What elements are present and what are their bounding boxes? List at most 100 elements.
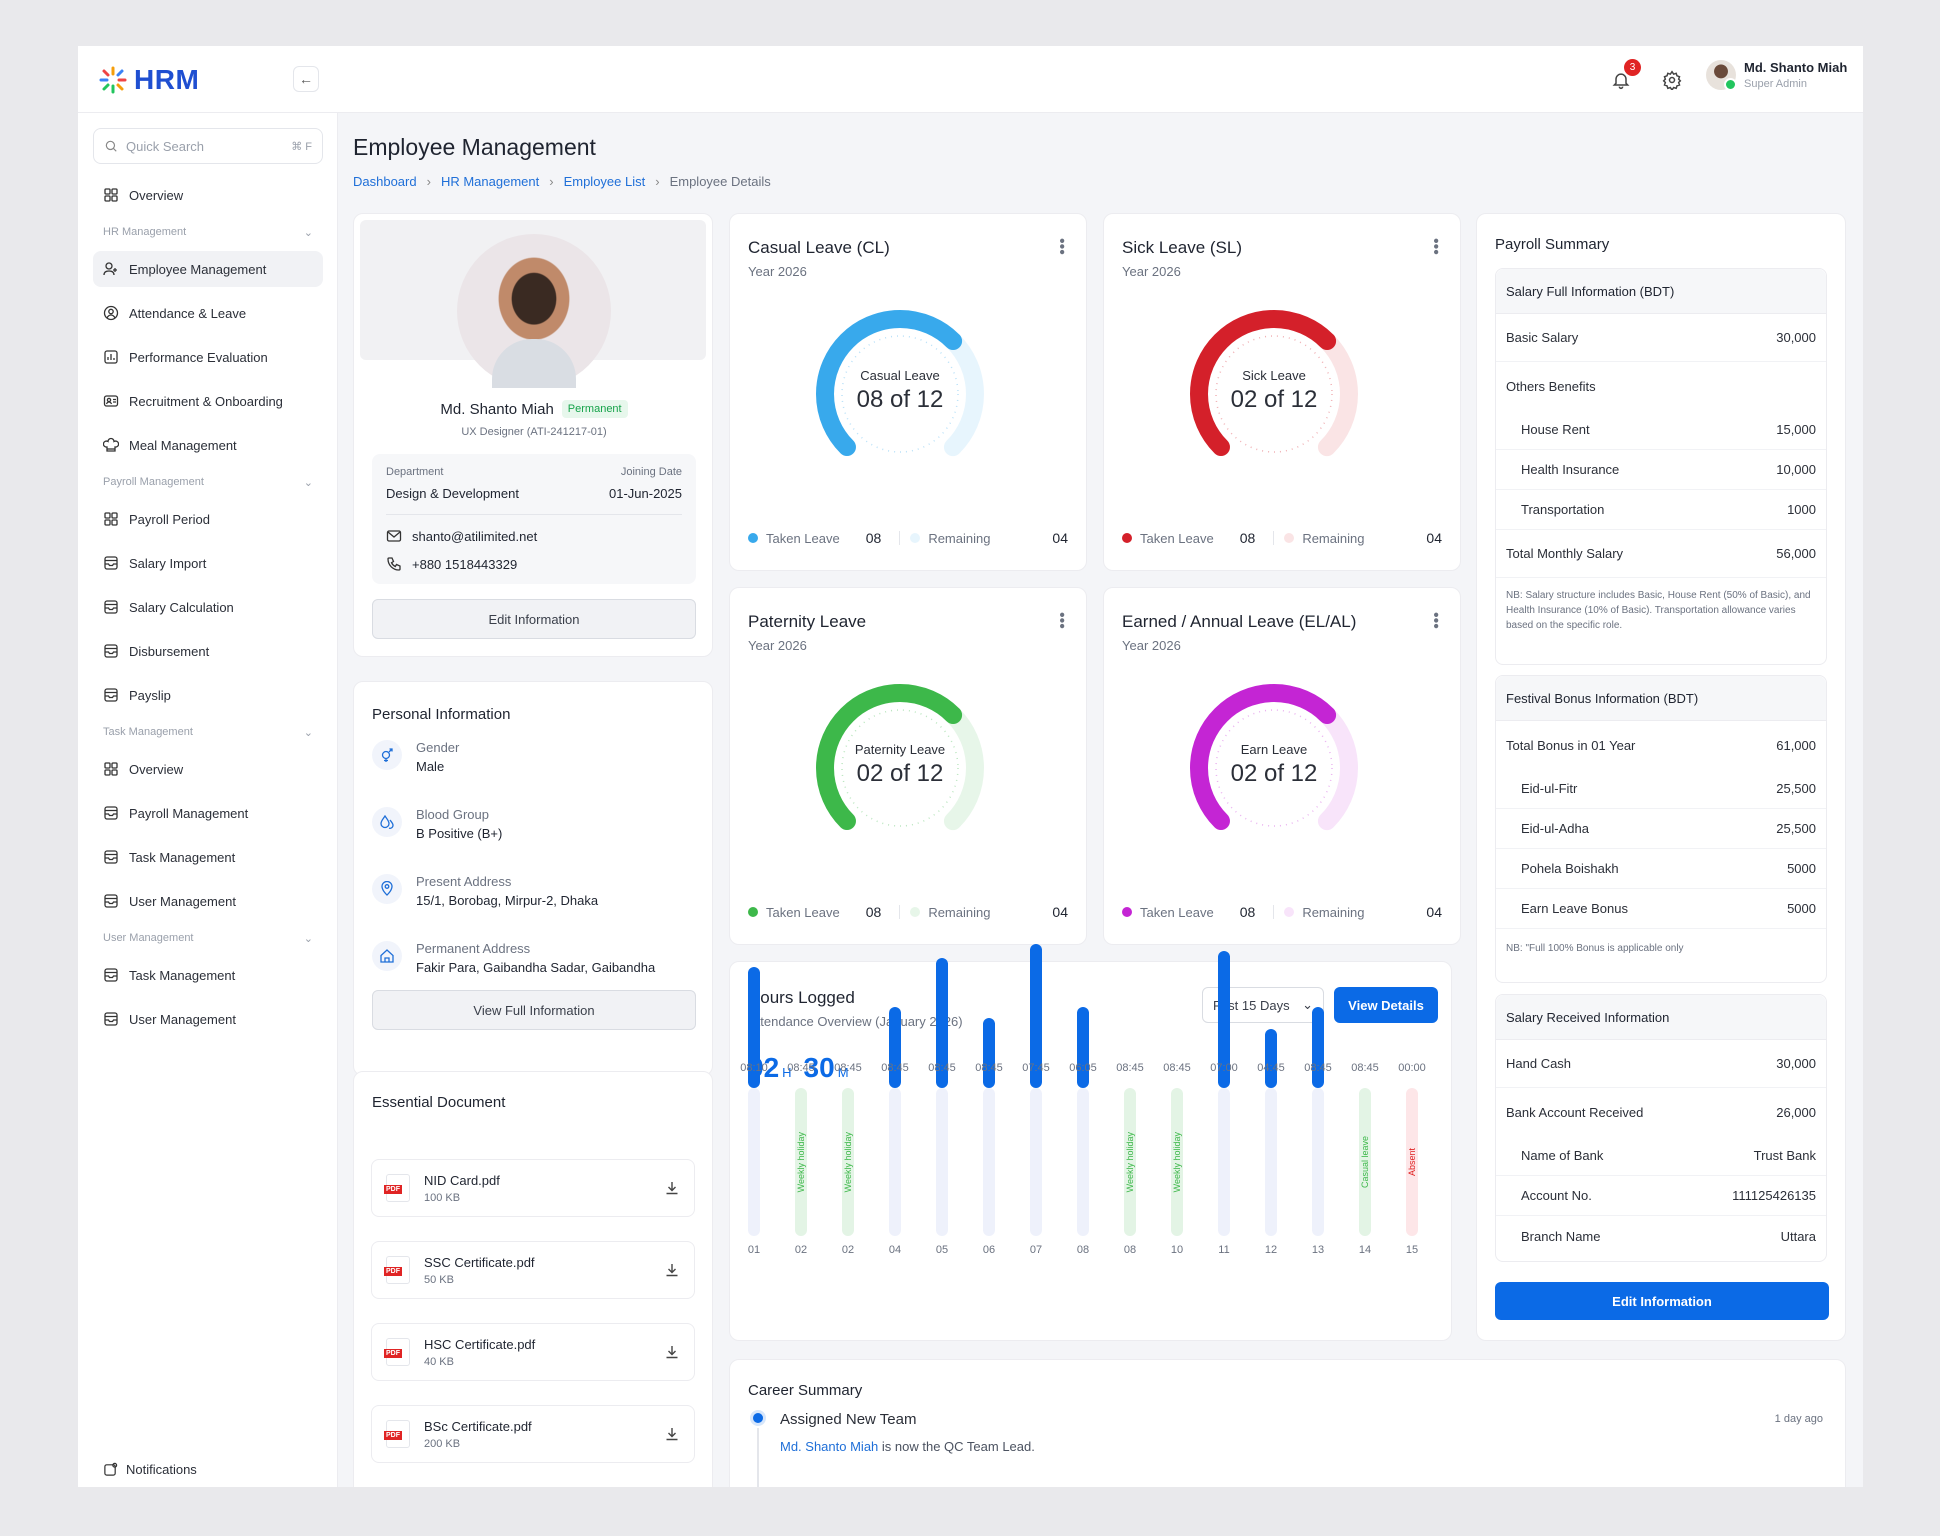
bar[interactable] xyxy=(1218,951,1230,1088)
sidebar-item-label: Overview xyxy=(129,187,184,203)
career-person-link[interactable]: Md. Shanto Miah xyxy=(780,1439,879,1454)
hours-title: Hours Logged xyxy=(748,988,855,1007)
bar-top-label: 08:45 xyxy=(1163,1062,1191,1074)
sidebar-item-label: Task Management xyxy=(129,967,236,983)
breadcrumb-dashboard[interactable]: Dashboard xyxy=(353,174,417,189)
sidebar-group-user[interactable]: User Management ⌄ xyxy=(93,927,323,949)
sidebar-item-label: Recruitment & Onboarding xyxy=(129,393,283,409)
bar-category-label: 14 xyxy=(1358,1244,1372,1256)
notification-button[interactable]: 3 xyxy=(1607,59,1641,94)
bar-track xyxy=(1312,1088,1324,1236)
bar-category-label: 01 xyxy=(747,1244,761,1256)
sidebar-item-user-user-management[interactable]: User Management xyxy=(93,1001,323,1037)
account-no-row: Account No. 111125426135 xyxy=(1496,1176,1826,1216)
document-item[interactable]: SSC Certificate.pdf 50 KB xyxy=(371,1241,695,1299)
inbox-icon xyxy=(104,806,118,820)
taken-value: 08 xyxy=(865,904,882,920)
bar-track xyxy=(1030,1088,1042,1236)
sidebar-item-task-overview[interactable]: Overview xyxy=(93,751,323,787)
breadcrumb-employee-list[interactable]: Employee List xyxy=(563,174,646,189)
sidebar-item-employee-management[interactable]: Employee Management xyxy=(93,251,323,287)
bonus-header: Festival Bonus Information (BDT) xyxy=(1496,676,1826,721)
bar[interactable] xyxy=(1030,944,1042,1088)
bar[interactable] xyxy=(1265,1029,1277,1088)
search-input[interactable]: Quick Search ⌘ F xyxy=(93,128,323,164)
document-item[interactable]: BSc Certificate.pdf 200 KB xyxy=(371,1405,695,1463)
download-icon[interactable] xyxy=(664,1426,680,1442)
sidebar-item-attendance-leave[interactable]: Attendance & Leave xyxy=(93,295,323,331)
row-value: 10,000 xyxy=(1776,462,1816,477)
bar-top-label: 08:45 xyxy=(1304,1062,1332,1074)
sidebar-group-hr[interactable]: HR Management ⌄ xyxy=(93,221,323,243)
remaining-label: Remaining xyxy=(928,530,991,546)
sidebar-item-payslip[interactable]: Payslip xyxy=(93,677,323,713)
bar[interactable] xyxy=(748,967,760,1088)
bar-track xyxy=(795,1088,807,1236)
bar-top-label: 08:45 xyxy=(1351,1062,1379,1074)
salary-section: Salary Full Information (BDT) Basic Sala… xyxy=(1495,268,1827,665)
more-options-icon[interactable]: ••• xyxy=(1427,238,1444,255)
chef-hat-icon xyxy=(103,437,119,452)
sidebar-item-user-management[interactable]: User Management xyxy=(93,883,323,919)
inbox-icon xyxy=(104,968,118,982)
basic-salary-row: Basic Salary 30,000 xyxy=(1496,314,1826,362)
bar[interactable] xyxy=(1077,1007,1089,1088)
edit-profile-button[interactable]: Edit Information xyxy=(372,599,696,639)
sidebar-item-disbursement[interactable]: Disbursement xyxy=(93,633,323,669)
search-shortcut: ⌘ F xyxy=(291,140,312,153)
chevron-down-icon: ⌄ xyxy=(303,226,313,239)
notification-icon xyxy=(104,1462,118,1476)
settings-button[interactable] xyxy=(1658,66,1686,94)
pdf-file-icon xyxy=(384,1420,410,1448)
sidebar-item-overview[interactable]: Overview xyxy=(93,177,323,213)
logo[interactable]: HRM xyxy=(98,64,199,96)
sidebar-item-salary-calculation[interactable]: Salary Calculation xyxy=(93,589,323,625)
bar[interactable] xyxy=(983,1018,995,1088)
sidebar-item-task-management[interactable]: Task Management xyxy=(93,839,323,875)
bar-status: Casual leave xyxy=(1359,1088,1371,1236)
more-options-icon[interactable]: ••• xyxy=(1053,612,1070,629)
download-icon[interactable] xyxy=(664,1262,680,1278)
sidebar-item-performance-evaluation[interactable]: Performance Evaluation xyxy=(93,339,323,375)
view-details-button[interactable]: View Details xyxy=(1334,987,1438,1023)
sidebar-item-label: Attendance & Leave xyxy=(129,305,247,321)
bar[interactable] xyxy=(889,1007,901,1088)
row-label: Earn Leave Bonus xyxy=(1521,901,1628,916)
phone-row[interactable]: +880 1518443329 xyxy=(386,556,517,572)
bar[interactable] xyxy=(1312,1007,1324,1088)
bar-top-label: 08:10 xyxy=(740,1062,768,1074)
arrow-left-icon: ← xyxy=(299,71,313,87)
avatar xyxy=(1706,60,1737,91)
sidebar-item-payroll-management[interactable]: Payroll Management xyxy=(93,795,323,831)
transportation-row: Transportation 1000 xyxy=(1496,490,1826,530)
user-menu[interactable]: Md. Shanto Miah Super Admin xyxy=(1706,60,1847,91)
download-icon[interactable] xyxy=(664,1344,680,1360)
sidebar-item-label: Overview xyxy=(129,761,184,777)
sidebar-item-recruitment-onboarding[interactable]: Recruitment & Onboarding xyxy=(93,383,323,419)
collapse-sidebar-button[interactable]: ← xyxy=(293,66,319,92)
more-options-icon[interactable]: ••• xyxy=(1427,612,1444,629)
chevron-right-icon: › xyxy=(549,174,554,189)
taken-dot xyxy=(748,907,758,917)
leave-card-casual: Casual Leave (CL) Year 2026 ••• Casual Leav… xyxy=(729,213,1087,571)
sidebar-group-task[interactable]: Task Management ⌄ xyxy=(93,721,323,743)
sidebar-notifications[interactable]: Notifications xyxy=(103,1462,197,1477)
range-select[interactable]: First 15 Days ⌄ xyxy=(1202,987,1324,1023)
breadcrumb-hr-management[interactable]: HR Management xyxy=(440,174,540,189)
email-row[interactable]: shanto@atilimited.net xyxy=(386,528,537,544)
bar[interactable] xyxy=(936,958,948,1088)
document-item[interactable]: NID Card.pdf 100 KB xyxy=(371,1159,695,1217)
row-label: Account No. xyxy=(1521,1188,1592,1203)
document-item[interactable]: HSC Certificate.pdf 40 KB xyxy=(371,1323,695,1381)
timeline-dot xyxy=(750,1410,766,1426)
sidebar-item-salary-import[interactable]: Salary Import xyxy=(93,545,323,581)
sidebar-group-payroll[interactable]: Payroll Management ⌄ xyxy=(93,471,323,493)
download-icon[interactable] xyxy=(664,1180,680,1196)
sidebar-item-meal-management[interactable]: Meal Management xyxy=(93,427,323,463)
more-options-icon[interactable]: ••• xyxy=(1053,238,1070,255)
payroll-edit-button[interactable]: Edit Information xyxy=(1495,1282,1829,1320)
gauge-value: 02 of 12 xyxy=(1230,386,1318,413)
view-full-information-button[interactable]: View Full Information xyxy=(372,990,696,1030)
sidebar-item-user-task-management[interactable]: Task Management xyxy=(93,957,323,993)
sidebar-item-payroll-period[interactable]: Payroll Period xyxy=(93,501,323,537)
